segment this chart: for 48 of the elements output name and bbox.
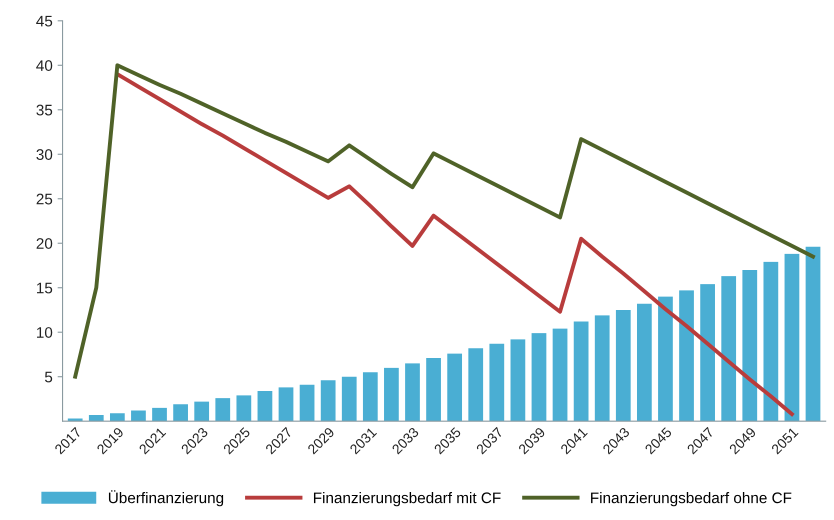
bar — [552, 328, 568, 422]
bar — [594, 315, 610, 422]
bar — [131, 410, 146, 422]
bar — [700, 284, 715, 422]
bar — [300, 384, 314, 422]
line-series — [115, 72, 794, 416]
bar — [173, 404, 188, 422]
bar — [658, 296, 673, 422]
line-series — [73, 63, 815, 379]
bar — [510, 339, 526, 422]
bar — [763, 262, 778, 422]
bar — [426, 358, 441, 422]
legend-label: Finanzierungsbedarf ohne CF — [591, 492, 792, 506]
y-tick-label: 15 — [37, 282, 52, 294]
bar — [384, 368, 399, 422]
bar — [806, 246, 820, 422]
bar — [447, 354, 462, 422]
bar — [679, 290, 694, 422]
y-tick-label: 5 — [44, 372, 52, 382]
bar — [468, 348, 484, 422]
bar — [194, 402, 210, 422]
bar — [532, 333, 546, 422]
legend-label: Überfinanzierung — [108, 490, 224, 506]
bar — [362, 372, 378, 422]
bar — [489, 344, 504, 422]
bar — [405, 363, 420, 422]
y-tick-label: 20 — [36, 238, 52, 249]
bar — [236, 395, 252, 422]
y-tick-label: 10 — [37, 327, 52, 338]
bar — [616, 310, 631, 422]
bar — [342, 376, 357, 422]
y-tick-label: 25 — [36, 194, 52, 204]
y-tick-label: 40 — [36, 60, 52, 71]
bar — [636, 304, 652, 422]
legend-label: Finanzierungsbedarf mit CF — [314, 492, 501, 506]
bar — [152, 408, 167, 422]
bar — [320, 380, 336, 422]
bar — [574, 322, 589, 422]
y-tick-label: 45 — [36, 16, 52, 26]
y-tick-label: 30 — [36, 149, 52, 160]
bar — [278, 387, 294, 422]
bar — [110, 413, 125, 422]
bar — [784, 254, 800, 422]
y-tick-label: 35 — [36, 104, 52, 116]
bar — [258, 390, 272, 422]
bar — [215, 398, 230, 422]
bar — [721, 276, 736, 422]
bar — [742, 270, 758, 422]
